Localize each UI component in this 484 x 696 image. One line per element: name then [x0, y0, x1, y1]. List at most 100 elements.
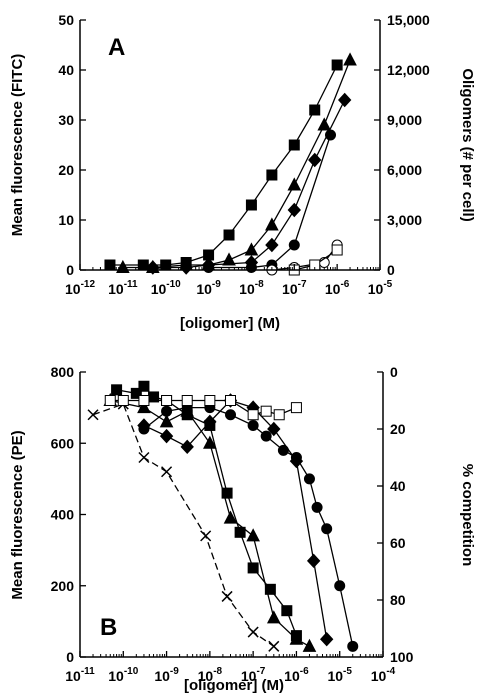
panel-b-data-point	[273, 409, 285, 421]
panel-a-series-line	[152, 99, 346, 269]
panel-b-data-point	[203, 414, 217, 430]
panel-a-y-tick-label: 20	[58, 162, 74, 178]
panel-b-y2-label: % competition	[459, 464, 476, 567]
panel-a-data-point	[265, 217, 279, 231]
panel-b-y-label: Mean fluorescence (PE)	[9, 430, 26, 599]
panel-a-data-point	[266, 169, 278, 181]
panel-b-y-ticks: 0 200 400 600 800	[51, 364, 86, 665]
panel-b-data-point	[200, 530, 212, 542]
panel-b-data-point	[180, 439, 194, 455]
panel-b-data-point	[111, 384, 123, 396]
panel-a-data-point	[288, 139, 300, 151]
panel-b-y2-ticks: 0 20 40 60 80 100	[377, 364, 414, 665]
panel-b-data-point	[159, 428, 174, 444]
panel-b-x-tick-label: 10-10	[108, 666, 138, 684]
panel-a-x-tick-label: 10-12	[65, 279, 95, 297]
panel-b-data-point	[277, 444, 289, 456]
panel-b-data-point	[290, 452, 302, 463]
panel-b-x-tick-label: 10-4	[371, 666, 396, 684]
panel-b-x-tick-label: 10-6	[284, 666, 309, 684]
panel-b-data-point	[281, 605, 293, 617]
panel-b-data-point	[225, 395, 237, 406]
panel-a-y-label: Mean fluorescence (FITC)	[9, 54, 26, 237]
panel-a-data-point	[287, 202, 301, 218]
panel-a-series-4	[203, 129, 337, 273]
panel-b-data-point	[225, 409, 237, 421]
panel-a-data-point	[222, 252, 236, 266]
panel-b-data-point	[161, 466, 173, 478]
panel-b-y2-tick-label: 20	[390, 421, 406, 437]
panel-a-data-point	[309, 104, 321, 116]
panel-b-y-tick-label: 200	[51, 578, 75, 594]
panel-b-data-point	[204, 395, 216, 406]
panel-b-y-tick-label: 600	[51, 435, 75, 451]
panel-a-y2-label: Oligomers (# per cell)	[459, 68, 476, 221]
panel-b-data-point	[104, 395, 116, 406]
panel-a-x-tick-label: 10-6	[325, 279, 350, 297]
panel-b-data-point	[223, 510, 238, 524]
panel-a-x-tick-label: 10-5	[368, 279, 393, 297]
panel-b-series-line	[92, 403, 275, 647]
panel-b-data-point	[159, 414, 174, 428]
panel-a-data-point	[265, 237, 279, 253]
panel-b-y-tick-label: 800	[51, 364, 75, 380]
panel-b-data-point	[161, 395, 173, 406]
panel-a-data-point	[331, 244, 343, 256]
panel-b-series-5	[138, 402, 359, 652]
panel-a-data-point	[343, 52, 357, 66]
panel-b-marks	[87, 380, 359, 652]
panel-b-data-point	[181, 395, 193, 406]
panel-b-series-1	[87, 398, 280, 652]
panel-a-x-label: [oligomer] (M)	[180, 315, 280, 332]
panel-b-data-point	[234, 526, 246, 538]
panel-a-y2-tick-label: 6,000	[387, 162, 422, 178]
panel-a-y2-tick-label: 0	[387, 262, 395, 278]
panel-b-data-point	[137, 400, 151, 414]
panel-b-data-point	[302, 638, 317, 652]
panel-a-y-ticks: 0 10 20 30 40 50	[58, 12, 86, 278]
panel-a-data-point	[288, 239, 300, 251]
panel-b-x-ticks: 10-11 10-10 10-9 10-8 10-7 10-6 10-5 10-4	[65, 651, 396, 684]
panel-b-letter: B	[100, 614, 117, 641]
panel-a-data-point	[308, 152, 322, 168]
panel-a-data-point	[223, 229, 235, 241]
panel-b-data-point	[247, 409, 259, 421]
panel-b-data-point	[267, 421, 281, 437]
panel-a-y2-ticks: 0 3,000 6,000 9,000 12,000 15,000	[374, 12, 430, 278]
panel-b-y2-tick-label: 0	[390, 364, 398, 380]
panel-a-data-point	[245, 199, 257, 211]
panel-b-x-tick-label: 10-8	[198, 666, 223, 684]
panel-a-series-2	[116, 52, 357, 273]
panel-b-data-point	[138, 380, 150, 392]
panel-a-series-1	[104, 59, 343, 271]
panel-a-series-line	[122, 59, 351, 269]
panel-b-y-tick-label: 400	[51, 507, 75, 523]
panel-b-data-point	[138, 395, 150, 406]
panel-b-y2-tick-label: 100	[390, 649, 414, 665]
panel-a-data-point	[338, 92, 352, 108]
panel-a-marks	[104, 52, 357, 276]
panel-b-data-point	[246, 528, 260, 542]
panel-a-x-tick-label: 10-11	[108, 279, 138, 297]
panel-b-data-point	[289, 631, 304, 645]
panel-b-data-point	[321, 523, 333, 535]
panel-b-data-point	[247, 562, 259, 574]
panel-b-data-point	[266, 610, 281, 624]
panel-b-series-line	[143, 399, 328, 640]
panel-a-x-tick-label: 10-8	[239, 279, 264, 297]
panel-b-y-tick-label: 0	[66, 649, 74, 665]
panel-a-y2-tick-label: 3,000	[387, 212, 422, 228]
panel-a-letter: A	[108, 34, 125, 61]
panel-b-data-point	[264, 583, 276, 595]
panel-b-data-point	[247, 626, 259, 638]
panel-a-data-point	[244, 242, 259, 256]
panel-b-data-point	[260, 430, 272, 442]
panel-a-data-point	[331, 59, 343, 71]
panel-b-data-point	[138, 451, 150, 464]
panel-b-data-point	[306, 553, 321, 569]
panel-b-data-point	[130, 387, 142, 399]
panel-b-data-point	[334, 580, 346, 592]
panel-a-y2-tick-label: 9,000	[387, 112, 422, 128]
panel-a-y2-tick-label: 15,000	[387, 12, 430, 28]
